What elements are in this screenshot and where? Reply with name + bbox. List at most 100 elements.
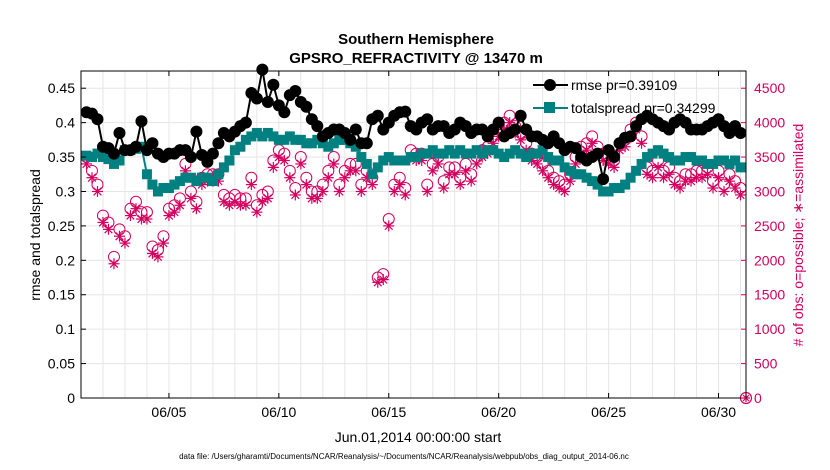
assimilated-marker xyxy=(586,137,598,149)
totalspread-marker xyxy=(669,155,680,166)
totalspread-marker xyxy=(510,145,521,156)
chart-subtitle: GPSRO_REFRACTIVITY @ 13470 m xyxy=(289,50,543,67)
totalspread-marker xyxy=(191,176,202,187)
totalspread-marker xyxy=(515,148,526,159)
totalspread-marker xyxy=(218,162,229,173)
y-axis-label: rmse and totalspread xyxy=(27,169,43,301)
y-tick-right-label: 0 xyxy=(754,390,762,406)
rmse-marker xyxy=(344,133,357,146)
rmse-marker xyxy=(371,109,384,122)
assimilated-marker xyxy=(86,172,98,184)
assimilated-marker xyxy=(300,179,312,191)
totalspread-marker xyxy=(262,127,273,138)
totalspread-marker xyxy=(565,165,576,176)
totalspread-marker xyxy=(488,145,499,156)
totalspread-marker xyxy=(295,134,306,145)
y-tick-label: 0.35 xyxy=(48,149,75,165)
totalspread-marker xyxy=(697,155,708,166)
rmse-marker xyxy=(261,95,274,108)
assimilated-marker xyxy=(647,172,659,184)
assimilated-marker xyxy=(465,175,477,187)
totalspread-marker xyxy=(81,150,92,161)
assimilated-marker xyxy=(432,158,444,170)
ticks-layer: 06/05 06/10 06/15 06/20 06/25 06/30 0 0.05 0.1 0.… xyxy=(48,71,785,420)
rmse-marker xyxy=(135,115,148,128)
x-tick-label: 06/30 xyxy=(701,404,736,420)
totalspread-marker xyxy=(438,148,449,159)
totalspread-marker xyxy=(378,155,389,166)
totalspread-marker xyxy=(477,148,488,159)
assimilated-marker xyxy=(663,168,675,180)
assimilated-marker xyxy=(718,185,730,197)
x-axis-label: Jun.01,2014 00:00:00 start xyxy=(335,429,502,445)
assimilated-marker xyxy=(383,220,395,232)
totalspread-marker xyxy=(444,145,455,156)
x-tick-label: 06/15 xyxy=(371,404,406,420)
assimilated-marker xyxy=(251,206,263,218)
assimilated-marker xyxy=(724,175,736,187)
totalspread-marker xyxy=(653,145,664,156)
rmse-marker xyxy=(256,63,269,76)
totalspread-marker xyxy=(455,145,466,156)
totalspread-marker xyxy=(702,158,713,169)
assimilated-marker xyxy=(174,199,186,211)
assimilated-marker xyxy=(289,189,301,201)
y-tick-right-label: 2000 xyxy=(754,252,785,268)
totalspread-marker xyxy=(147,179,158,190)
rmse-marker xyxy=(597,173,610,186)
totalspread-marker xyxy=(708,158,719,169)
totalspread-marker xyxy=(603,186,614,197)
x-tick-label: 06/05 xyxy=(151,404,186,420)
assimilated-marker xyxy=(157,237,169,249)
rmse-marker xyxy=(250,92,263,105)
assimilated-marker xyxy=(124,210,136,222)
assimilated-marker xyxy=(652,161,664,173)
y-tick-right-label: 4500 xyxy=(754,80,785,96)
y-tick-label: 0.4 xyxy=(56,115,76,131)
assimilated-marker xyxy=(328,158,340,170)
totalspread-marker xyxy=(614,183,625,194)
assimilated-marker xyxy=(190,203,202,215)
assimilated-marker xyxy=(713,172,725,184)
rmse-marker xyxy=(239,116,252,129)
y-tick-label: 0.3 xyxy=(56,183,76,199)
totalspread-marker xyxy=(532,148,543,159)
totalspread-marker xyxy=(504,148,515,159)
totalspread-marker xyxy=(240,134,251,145)
assimilated-marker xyxy=(729,182,741,194)
totalspread-marker xyxy=(92,148,103,159)
rmse-marker xyxy=(311,120,324,133)
x-tick-label: 06/20 xyxy=(481,404,516,420)
totalspread-marker xyxy=(411,152,422,163)
assimilated-marker xyxy=(284,172,296,184)
rmse-marker xyxy=(360,137,373,150)
totalspread-marker xyxy=(350,141,361,152)
totalspread-marker xyxy=(730,155,741,166)
assimilated-marker xyxy=(542,172,554,184)
totalspread-marker xyxy=(174,176,185,187)
assimilated-marker xyxy=(394,179,406,191)
totalspread-marker xyxy=(202,172,213,183)
totalspread-marker xyxy=(686,152,697,163)
rmse-marker xyxy=(514,109,527,122)
totalspread-marker xyxy=(268,131,279,142)
totalspread-marker xyxy=(482,145,493,156)
totalspread-marker xyxy=(163,183,174,194)
assimilated-marker xyxy=(460,165,472,177)
totalspread-marker xyxy=(433,148,444,159)
totalspread-marker xyxy=(422,148,433,159)
assimilated-marker xyxy=(262,192,274,204)
assimilated-marker xyxy=(113,230,125,242)
assimilated-marker xyxy=(278,154,290,166)
totalspread-marker xyxy=(675,155,686,166)
x-tick-label: 06/10 xyxy=(261,404,296,420)
assimilated-marker xyxy=(559,185,571,197)
assimilated-marker xyxy=(735,189,747,201)
rmse-marker xyxy=(190,125,203,138)
assimilated-marker xyxy=(366,179,378,191)
totalspread-marker xyxy=(279,134,290,145)
totalspread-marker xyxy=(471,145,482,156)
totalspread-marker xyxy=(449,148,460,159)
assimilated-marker xyxy=(636,137,648,149)
